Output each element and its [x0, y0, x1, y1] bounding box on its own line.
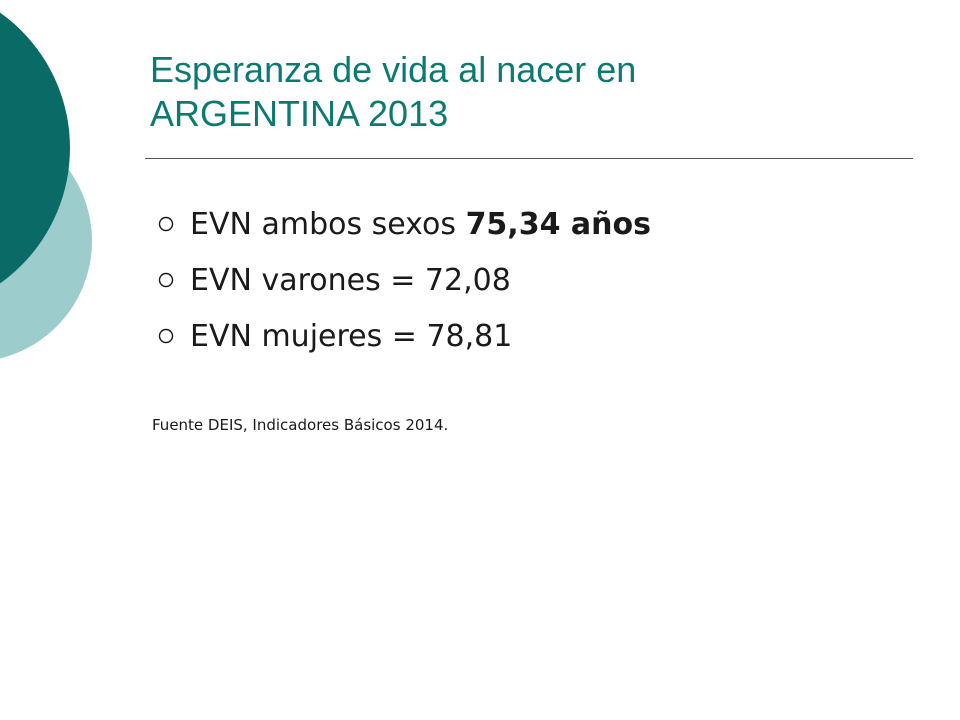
- bullet-label: EVN ambos sexos: [190, 206, 457, 242]
- source-note: Fuente DEIS, Indicadores Básicos 2014.: [152, 416, 449, 434]
- bullet-item: EVN mujeres = 78,81: [158, 308, 651, 364]
- hollow-circle-icon: [158, 216, 174, 232]
- title-divider: [145, 158, 913, 159]
- hollow-circle-icon: [158, 272, 174, 288]
- bullet-list: EVN ambos sexos 75,34 años EVN varones =…: [158, 196, 651, 364]
- title-line: ARGENTINA 2013: [150, 93, 449, 134]
- bullet-label: EVN mujeres = 78,81: [190, 318, 513, 354]
- bullet-value: 75,34 años: [465, 206, 651, 242]
- bullet-label: EVN varones = 72,08: [190, 262, 511, 298]
- bullet-item: EVN ambos sexos 75,34 años: [158, 196, 651, 252]
- hollow-circle-icon: [158, 328, 174, 344]
- title-line: Esperanza de vida al nacer en: [150, 49, 637, 90]
- bullet-item: EVN varones = 72,08: [158, 252, 651, 308]
- slide-title: Esperanza de vida al nacer en ARGENTINA …: [150, 48, 910, 136]
